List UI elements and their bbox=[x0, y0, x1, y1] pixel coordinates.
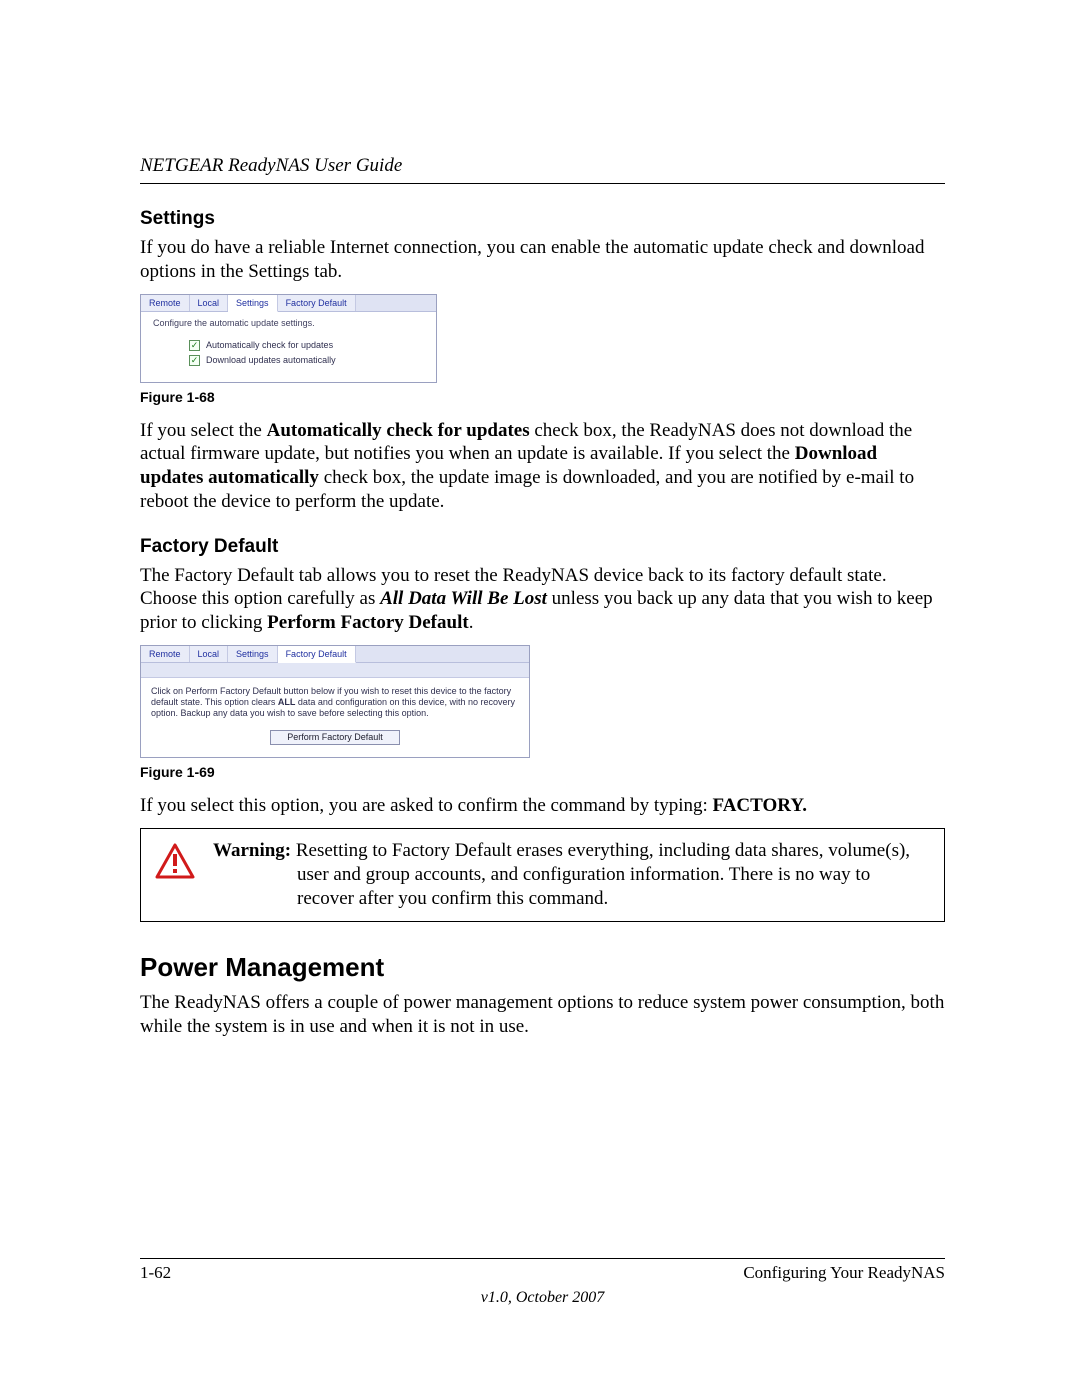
figure-1-68-caption: Figure 1-68 bbox=[140, 389, 945, 405]
warning-text: Warning: Resetting to Factory Default er… bbox=[213, 839, 930, 912]
fig68-tab-remote[interactable]: Remote bbox=[141, 295, 190, 311]
figure-1-69-screenshot: Remote Local Settings Factory Default Cl… bbox=[140, 645, 530, 758]
warning-triangle-icon bbox=[155, 843, 195, 884]
fig68-tab-local[interactable]: Local bbox=[190, 295, 229, 311]
checkbox-checked-icon: ✓ bbox=[189, 355, 200, 366]
header-rule bbox=[140, 183, 945, 184]
heading-factory-default: Factory Default bbox=[140, 536, 945, 558]
italic-bold-all-data-lost: All Data Will Be Lost bbox=[380, 588, 547, 609]
fig68-check-auto-download[interactable]: ✓ Download updates automatically bbox=[149, 353, 428, 368]
fig68-check2-label: Download updates automatically bbox=[206, 355, 336, 365]
fig69-button-row: Perform Factory Default bbox=[151, 720, 519, 745]
settings-explain: If you select the Automatically check fo… bbox=[140, 419, 945, 514]
bold-factory: FACTORY. bbox=[713, 795, 808, 816]
fig68-tabbar: Remote Local Settings Factory Default bbox=[141, 295, 436, 312]
warning-label: Warning: bbox=[213, 840, 296, 861]
figure-1-68-screenshot: Remote Local Settings Factory Default Co… bbox=[140, 294, 437, 383]
running-head: NETGEAR ReadyNAS User Guide bbox=[140, 155, 945, 177]
bold-perform-factory-default: Perform Factory Default bbox=[267, 612, 469, 633]
warning-body: Resetting to Factory Default erases ever… bbox=[296, 840, 910, 910]
footer-rule bbox=[140, 1258, 945, 1259]
figure-1-69-caption: Figure 1-69 bbox=[140, 764, 945, 780]
perform-factory-default-button[interactable]: Perform Factory Default bbox=[270, 730, 400, 745]
footer-page-number: 1-62 bbox=[140, 1263, 171, 1283]
fig69-tab-local[interactable]: Local bbox=[190, 646, 229, 662]
warning-box: Warning: Resetting to Factory Default er… bbox=[140, 828, 945, 923]
footer-section-title: Configuring Your ReadyNAS bbox=[743, 1263, 945, 1283]
footer-version: v1.0, October 2007 bbox=[140, 1289, 945, 1307]
fig68-check-auto-check[interactable]: ✓ Automatically check for updates bbox=[149, 338, 428, 353]
fig68-tab-settings[interactable]: Settings bbox=[228, 295, 278, 312]
fig68-description: Configure the automatic update settings. bbox=[149, 318, 428, 328]
checkbox-checked-icon: ✓ bbox=[189, 340, 200, 351]
fig68-check1-label: Automatically check for updates bbox=[206, 340, 333, 350]
fig68-tab-factory-default[interactable]: Factory Default bbox=[278, 295, 356, 311]
factory-intro: The Factory Default tab allows you to re… bbox=[140, 564, 945, 635]
fig69-tab-factory-default[interactable]: Factory Default bbox=[278, 646, 356, 663]
t: If you select the bbox=[140, 420, 267, 441]
fig69-tabbar: Remote Local Settings Factory Default bbox=[141, 646, 529, 663]
fig68-panel: Configure the automatic update settings.… bbox=[141, 312, 436, 382]
bold-all: ALL bbox=[278, 697, 296, 707]
bold-auto-check: Automatically check for updates bbox=[267, 420, 530, 441]
settings-intro: If you do have a reliable Internet conne… bbox=[140, 236, 945, 284]
fig69-subheader-spacer bbox=[141, 663, 529, 678]
manual-page: NETGEAR ReadyNAS User Guide Settings If … bbox=[0, 0, 1080, 1397]
power-intro: The ReadyNAS offers a couple of power ma… bbox=[140, 991, 945, 1039]
heading-power-management: Power Management bbox=[140, 952, 945, 983]
fig69-panel: Click on Perform Factory Default button … bbox=[141, 678, 529, 757]
t: If you select this option, you are asked… bbox=[140, 795, 713, 816]
fig69-tab-remote[interactable]: Remote bbox=[141, 646, 190, 662]
t: . bbox=[469, 612, 474, 633]
fig69-tab-settings[interactable]: Settings bbox=[228, 646, 278, 662]
heading-settings: Settings bbox=[140, 208, 945, 230]
confirm-para: If you select this option, you are asked… bbox=[140, 794, 945, 818]
page-footer: 1-62 Configuring Your ReadyNAS v1.0, Oct… bbox=[140, 1258, 945, 1307]
